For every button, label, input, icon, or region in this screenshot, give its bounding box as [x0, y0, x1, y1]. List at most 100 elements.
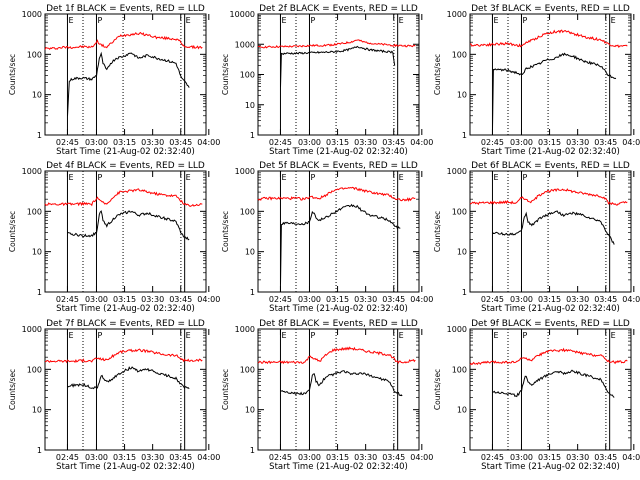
flag-label: E — [611, 331, 616, 340]
x-axis-label: Start Time (21-Aug-02 02:32:40) — [56, 147, 195, 157]
lld-rate-line — [257, 186, 416, 202]
y-tick-label: 100 — [452, 207, 467, 216]
y-tick-label: 1 — [462, 131, 467, 140]
y-axis-label: Counts/sec — [8, 369, 17, 410]
panel-title: Det 8f BLACK = Events, RED = LLD — [259, 319, 418, 329]
y-tick-label: 100 — [27, 365, 42, 374]
y-tick-label: 1000 — [447, 10, 467, 19]
y-tick-label: 1000 — [22, 10, 42, 19]
flag-label: E — [611, 16, 616, 25]
flag-label: E — [281, 173, 286, 182]
y-tick-label: 1 — [37, 131, 42, 140]
panel-title: Det 7f BLACK = Events, RED = LLD — [46, 319, 205, 329]
x-tick-label: 04:00 — [622, 453, 640, 462]
flag-label: P — [97, 173, 102, 182]
x-tick-label: 03:45 — [382, 295, 405, 304]
x-axis-label: Start Time (21-Aug-02 02:32:40) — [481, 147, 620, 157]
x-tick-label: 03:45 — [169, 453, 192, 462]
x-tick-label: 02:45 — [56, 138, 79, 147]
x-tick-label: 03:00 — [510, 138, 533, 147]
y-tick-label: 10 — [457, 91, 467, 100]
y-tick-label: 10 — [245, 101, 255, 110]
y-tick-label: 10 — [245, 406, 255, 415]
x-tick-label: 03:00 — [510, 295, 533, 304]
flag-label: P — [522, 16, 527, 25]
x-tick-label: 03:00 — [85, 295, 108, 304]
x-tick-label: 03:15 — [326, 453, 349, 462]
x-tick-label: 03:00 — [298, 295, 321, 304]
x-tick-label: 03:45 — [594, 295, 617, 304]
event-rate-line — [67, 51, 190, 117]
panel-title: Det 1f BLACK = Events, RED = LLD — [46, 4, 205, 14]
y-tick-label: 1 — [250, 446, 255, 455]
x-tick-label: 03:30 — [566, 295, 589, 304]
event-rate-line — [280, 203, 401, 285]
event-rate-line — [67, 366, 190, 390]
y-axis-label: Counts/sec — [8, 54, 17, 95]
x-tick-label: 04:00 — [410, 295, 433, 304]
y-tick-label: 100 — [240, 71, 255, 80]
x-axis-label: Start Time (21-Aug-02 02:32:40) — [269, 147, 408, 157]
x-tick-label: 03:30 — [141, 453, 164, 462]
panel-det-2: Det 2f BLACK = Events, RED = LLD 1 10 100 10… — [221, 4, 433, 157]
y-tick-label: 1000 — [447, 325, 467, 334]
x-tick-label: 03:45 — [169, 138, 192, 147]
flag-label: E — [68, 331, 73, 340]
y-tick-label: 100 — [452, 365, 467, 374]
lld-rate-line — [469, 347, 628, 366]
x-tick-label: 03:45 — [594, 453, 617, 462]
panel-det-6: Det 6f BLACK = Events, RED = LLD 1 10 100 10… — [433, 161, 640, 314]
x-tick-label: 03:30 — [354, 295, 377, 304]
x-tick-label: 02:45 — [481, 295, 504, 304]
x-tick-label: 03:15 — [113, 453, 136, 462]
x-axis-label: Start Time (21-Aug-02 02:32:40) — [481, 462, 620, 472]
y-tick-label: 1000 — [235, 167, 255, 176]
y-axis-label: Counts/sec — [8, 211, 17, 252]
x-tick-label: 03:30 — [354, 138, 377, 147]
lld-rate-line — [44, 188, 203, 207]
x-tick-label: 02:45 — [269, 138, 292, 147]
y-tick-label: 1000 — [235, 40, 255, 49]
y-tick-label: 1000 — [22, 167, 42, 176]
x-tick-label: 03:15 — [538, 295, 561, 304]
x-tick-label: 04:00 — [622, 295, 640, 304]
x-axis-label: Start Time (21-Aug-02 02:32:40) — [481, 304, 620, 314]
plot-frame — [469, 328, 632, 451]
flag-label: E — [399, 173, 404, 182]
y-tick-label: 10000 — [230, 10, 255, 19]
flag-label: E — [493, 331, 498, 340]
y-axis-label: Counts/sec — [221, 54, 230, 95]
panel-title: Det 6f BLACK = Events, RED = LLD — [471, 161, 630, 171]
x-tick-label: 03:30 — [141, 138, 164, 147]
x-tick-label: 03:00 — [85, 453, 108, 462]
flag-label: P — [97, 16, 102, 25]
lld-rate-line — [44, 31, 203, 50]
x-tick-label: 02:45 — [56, 453, 79, 462]
x-tick-label: 03:45 — [169, 295, 192, 304]
flag-label: P — [310, 16, 315, 25]
flag-label: E — [186, 173, 191, 182]
y-tick-label: 1 — [462, 446, 467, 455]
x-axis-label: Start Time (21-Aug-02 02:32:40) — [56, 462, 195, 472]
y-tick-label: 1000 — [235, 325, 255, 334]
x-tick-label: 02:45 — [269, 295, 292, 304]
y-axis-label: Counts/sec — [221, 369, 230, 410]
plot-frame — [44, 13, 207, 136]
event-rate-line — [67, 210, 190, 241]
x-tick-label: 02:45 — [56, 295, 79, 304]
panel-title: Det 2f BLACK = Events, RED = LLD — [259, 4, 418, 14]
y-tick-label: 10 — [245, 248, 255, 257]
flag-label: P — [310, 331, 315, 340]
x-tick-label: 03:15 — [113, 138, 136, 147]
x-tick-label: 02:45 — [481, 138, 504, 147]
y-tick-label: 10 — [32, 406, 42, 415]
x-tick-label: 02:45 — [269, 453, 292, 462]
y-axis-label: Counts/sec — [433, 211, 442, 252]
x-tick-label: 03:30 — [141, 295, 164, 304]
event-rate-line — [280, 45, 396, 88]
x-tick-label: 04:00 — [622, 138, 640, 147]
y-tick-label: 100 — [27, 50, 42, 59]
y-tick-label: 1 — [250, 131, 255, 140]
lld-rate-line — [469, 188, 628, 206]
panel-title: Det 9f BLACK = Events, RED = LLD — [471, 319, 630, 329]
